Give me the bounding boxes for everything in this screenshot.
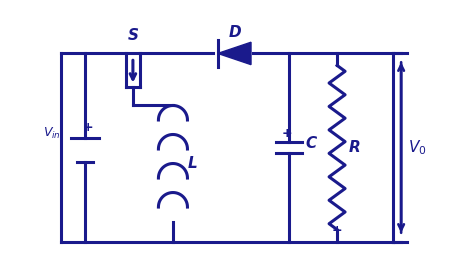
- Text: $V_0$: $V_0$: [408, 138, 427, 157]
- Text: D: D: [228, 25, 241, 40]
- Text: R: R: [349, 140, 361, 155]
- Text: +: +: [83, 121, 93, 134]
- Text: C: C: [306, 136, 317, 151]
- Text: +: +: [332, 224, 342, 237]
- Text: L: L: [188, 156, 198, 171]
- Text: S: S: [128, 28, 138, 43]
- Text: +: +: [282, 127, 292, 140]
- Polygon shape: [218, 42, 251, 65]
- Text: $V_{in}$: $V_{in}$: [43, 126, 61, 141]
